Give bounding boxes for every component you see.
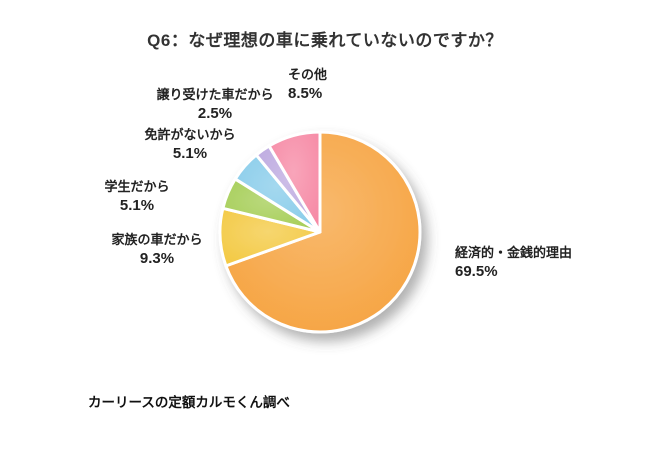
slice-label-percent: 5.1% [172,144,208,162]
pie-slice-0 [224,130,422,334]
slice-label-text: 家族の車だから [111,232,203,247]
source-note: カーリースの定額カルモくん調べ [88,395,290,410]
slice-label-inherited-car: 譲り受けた車だから 2.5% [120,86,310,124]
slice-label-text: 譲り受けた車だから [156,87,274,102]
slice-label-percent: 2.5% [197,104,233,122]
slice-label-text: 学生だから [104,179,170,194]
slice-label-economic: 経済的・金銭的理由 69.5% [455,244,572,282]
slice-label-percent: 9.3% [139,249,175,267]
slice-label-family-car: 家族の車だから 9.3% [92,231,222,269]
slice-label-percent: 8.5% [288,84,323,102]
chart-title: Q6：なぜ理想の車に乗れていないのですか？ [147,31,503,50]
slice-label-text: 経済的・金銭的理由 [455,245,573,260]
slice-label-text: その他 [288,67,328,82]
slice-label-percent: 5.1% [119,196,155,214]
slice-label-no-license: 免許がないから 5.1% [120,126,260,164]
slice-label-text: 免許がないから [144,127,236,142]
pie-slice-5 [267,130,322,234]
slice-label-student: 学生だから 5.1% [82,178,192,216]
slice-label-other: その他 8.5% [288,66,327,104]
slice-label-percent: 69.5% [455,262,498,280]
